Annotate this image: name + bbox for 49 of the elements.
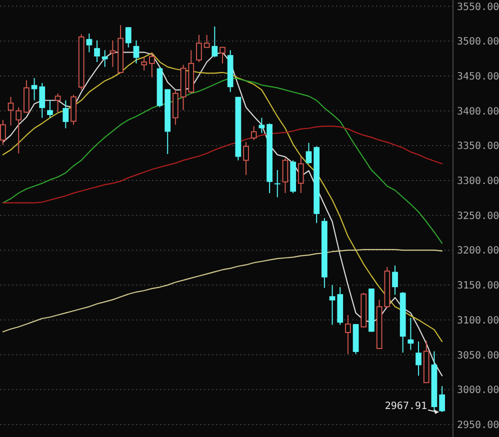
y-tick-label: 3400.00 <box>457 106 499 118</box>
y-tick-label: 3150.00 <box>457 280 499 292</box>
candlestick <box>39 82 46 118</box>
y-tick-label: 3450.00 <box>457 71 499 82</box>
candlestick <box>125 26 132 48</box>
candlestick <box>196 34 202 63</box>
candlestick <box>329 284 336 326</box>
candlestick <box>298 156 304 194</box>
candlestick <box>345 314 351 355</box>
candlestick <box>148 52 155 78</box>
candlestick <box>141 56 148 71</box>
y-tick-label: 3350.00 <box>457 141 499 152</box>
y-tick-label: 3300.00 <box>457 176 499 188</box>
candlestick <box>54 92 61 113</box>
candlestick <box>392 265 398 296</box>
candlestick <box>62 100 69 129</box>
line-series <box>2 126 443 204</box>
annotation: 2967.91 <box>384 400 428 412</box>
line-series <box>2 248 443 332</box>
candlestick <box>31 78 38 101</box>
candlestick <box>8 96 14 126</box>
y-tick-label: 3500.00 <box>457 36 499 48</box>
y-tick-label: 3250.00 <box>457 210 499 222</box>
y-tick-label: 2950.00 <box>457 420 499 431</box>
candlestick <box>0 119 6 146</box>
candlestick <box>47 100 53 118</box>
candlestick <box>274 170 280 198</box>
candlestick <box>133 40 140 64</box>
y-tick-label: 3000.00 <box>457 385 499 396</box>
candlestick <box>94 40 100 63</box>
candlestick <box>282 158 288 194</box>
candlestick <box>243 142 249 176</box>
candlestick <box>408 317 414 350</box>
candlestick <box>306 142 312 164</box>
candlestick <box>102 50 108 68</box>
y-tick-label: 3050.00 <box>457 350 499 362</box>
candlestick <box>416 341 422 376</box>
y-tick-label: 3550.00 <box>457 2 499 13</box>
candlestick <box>204 34 210 48</box>
candlestick <box>110 40 116 68</box>
candlestick <box>220 46 226 64</box>
candlestick <box>86 32 92 53</box>
candlestick <box>16 106 22 154</box>
candlestick <box>212 26 218 58</box>
y-tick-label: 3100.00 <box>457 315 499 326</box>
candlestick <box>250 126 257 141</box>
y-tick-label: 3200.00 <box>457 246 499 257</box>
line-series <box>2 78 443 244</box>
candlestick <box>439 386 445 412</box>
